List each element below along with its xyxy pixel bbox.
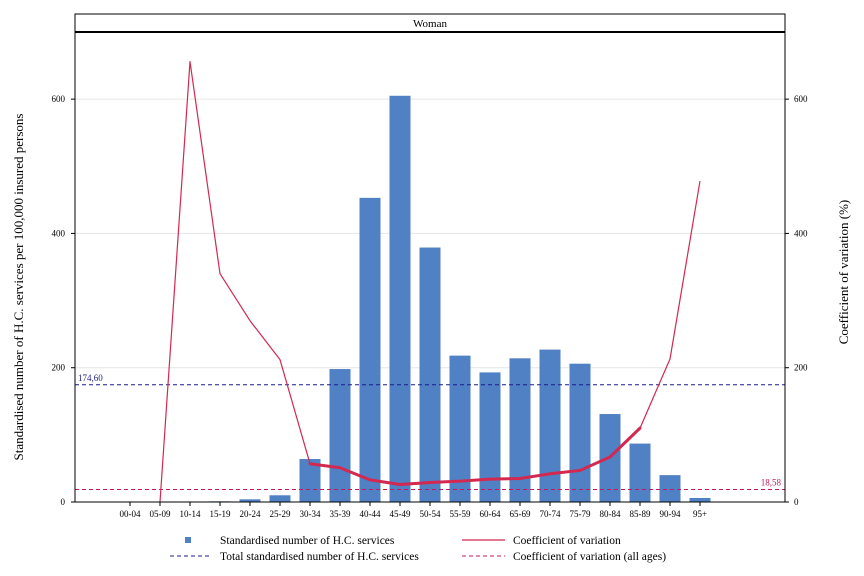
- panel-title: Woman: [413, 18, 447, 30]
- bar: [389, 95, 411, 503]
- x-tick-label: 55-59: [450, 509, 471, 519]
- line-series: [159, 60, 701, 503]
- y-tick-label: 0: [61, 497, 66, 507]
- x-tick-label: 40-44: [360, 509, 381, 519]
- bar-series: [209, 95, 711, 503]
- y2-tick-label: 400: [794, 228, 808, 238]
- reference-line-label: 18,58: [761, 478, 782, 488]
- bar: [269, 495, 291, 502]
- x-tick-label: 90-94: [660, 509, 681, 519]
- x-tick-label: 65-69: [510, 509, 531, 519]
- y2-tick-label: 600: [794, 94, 808, 104]
- bar: [659, 475, 681, 502]
- x-tick-label: 00-04: [120, 509, 141, 519]
- x-tick-label: 80-84: [600, 509, 621, 519]
- bar: [539, 349, 561, 502]
- legend-swatch-bar: [185, 537, 191, 543]
- x-tick-label: 45-49: [390, 509, 411, 519]
- y-axis-title: Standardised number of H.C. services per…: [11, 114, 26, 461]
- bar: [449, 355, 471, 502]
- y-tick-label: 600: [52, 94, 66, 104]
- x-tick-label: 70-74: [540, 509, 561, 519]
- legend-label-cv-ref: Coefficient of variation (all ages): [513, 551, 666, 563]
- legend-label-bar: Standardised number of H.C. services: [220, 535, 395, 547]
- bar: [299, 459, 321, 502]
- legend-label-total-ref: Total standardised number of H.C. servic…: [220, 551, 419, 563]
- x-tick-label: 05-09: [150, 509, 171, 519]
- bar: [629, 443, 651, 502]
- bar: [359, 197, 381, 503]
- x-tick-label: 50-54: [420, 509, 441, 519]
- axes: 0 200 400 600 0 200 400 600 00-04 05-09 10-14 15-19…: [52, 94, 809, 519]
- x-tick-label: 85-89: [630, 509, 651, 519]
- x-tick-label: 60-64: [480, 509, 501, 519]
- x-tick-label: 95+: [693, 509, 707, 519]
- x-tick-label: 25-29: [270, 509, 291, 519]
- x-tick-label: 75-79: [570, 509, 591, 519]
- y2-tick-label: 0: [794, 497, 799, 507]
- y-tick-label: 200: [52, 363, 66, 373]
- bar: [689, 497, 711, 502]
- y2-axis-title: Coefficient of variation (%): [836, 200, 851, 345]
- bar: [239, 499, 261, 502]
- y-tick-label: 400: [52, 228, 66, 238]
- reference-line-label: 174,60: [78, 373, 103, 383]
- reference-line-labels: 174,60 18,58: [78, 373, 782, 488]
- legend-label-line: Coefficient of variation: [513, 535, 621, 547]
- series-line-highlight: [308, 426, 642, 487]
- bar: [479, 372, 501, 502]
- x-tick-label: 20-24: [240, 509, 261, 519]
- x-tick-label: 30-34: [300, 509, 321, 519]
- bar: [419, 247, 441, 502]
- x-tick-label: 35-39: [330, 509, 351, 519]
- x-tick-label: 15-19: [210, 509, 231, 519]
- y2-tick-label: 200: [794, 363, 808, 373]
- legend: Standardised number of H.C. services Coe…: [170, 535, 666, 563]
- x-tick-label: 10-14: [180, 509, 201, 519]
- reference-lines: [75, 384, 785, 491]
- bar: [509, 358, 531, 502]
- bar: [329, 369, 351, 502]
